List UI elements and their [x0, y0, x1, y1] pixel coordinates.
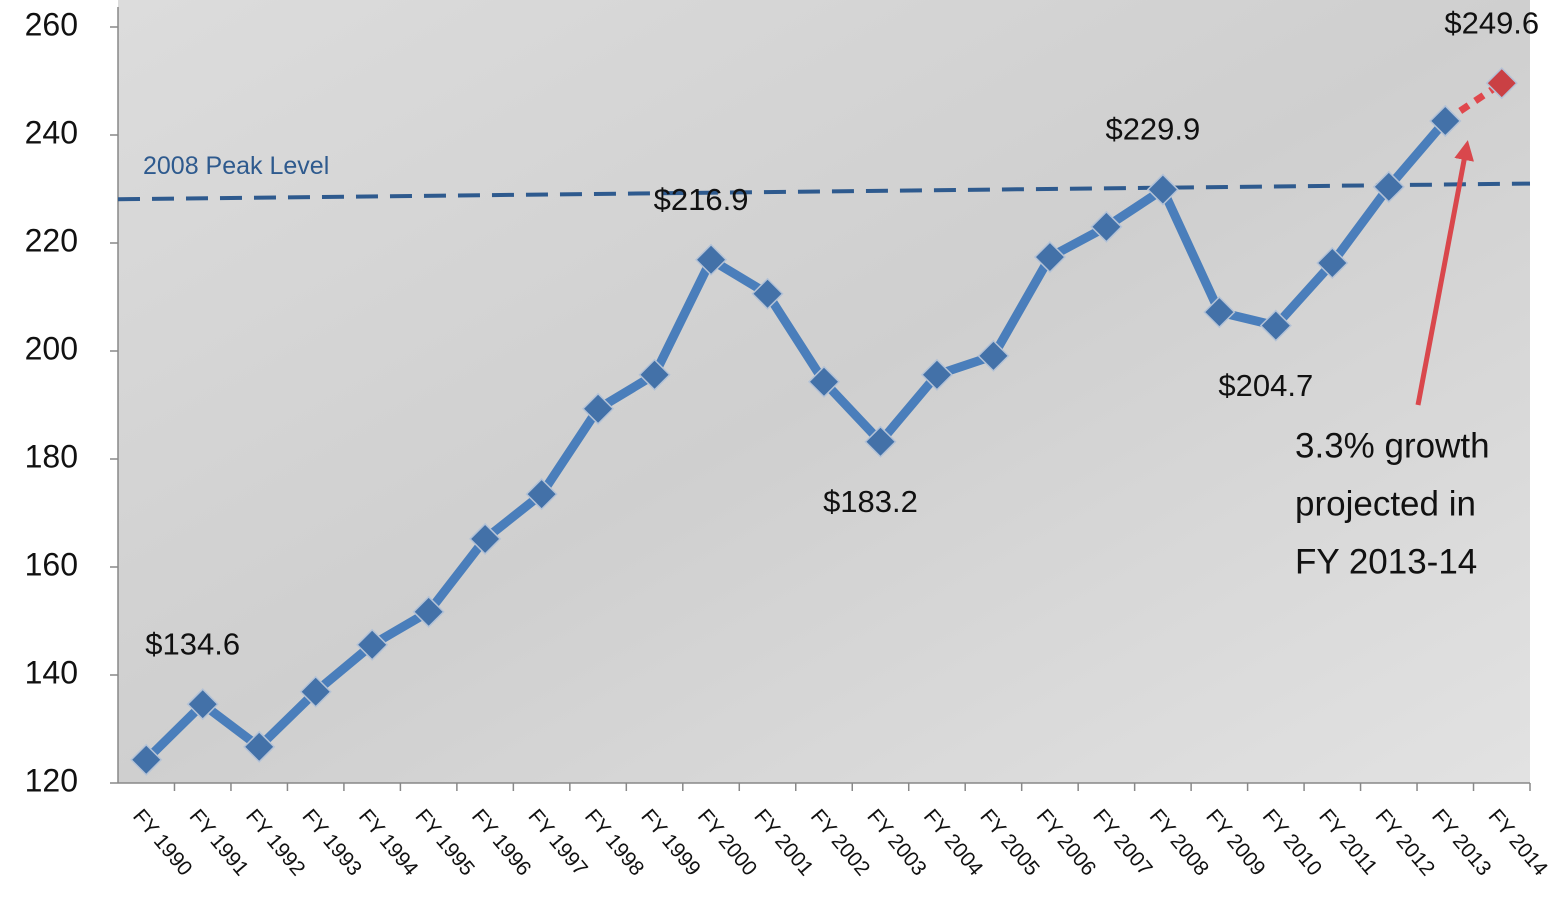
data-point — [525, 478, 558, 511]
x-tick-label: FY 2004 — [919, 805, 988, 881]
x-tick-label: FY 2006 — [1032, 805, 1100, 880]
data-point — [1033, 240, 1066, 274]
x-tick-label: FY 1991 — [185, 805, 253, 880]
x-tick-label: FY 2007 — [1088, 805, 1156, 880]
data-point — [1090, 210, 1123, 243]
x-tick-label: FY 1993 — [298, 805, 366, 880]
y-tick-label: 200 — [25, 330, 78, 366]
x-tick-label: FY 1992 — [241, 805, 309, 880]
y-tick-label: 160 — [25, 546, 78, 582]
data-point — [1372, 170, 1405, 203]
x-tick-label: FY 2002 — [806, 805, 874, 880]
data-point — [243, 730, 276, 763]
x-tick-label: FY 1999 — [636, 805, 704, 880]
value-label: $229.9 — [1105, 112, 1200, 147]
data-point — [469, 522, 502, 555]
data-point — [807, 365, 841, 398]
data-point — [920, 358, 954, 391]
value-label: $183.2 — [823, 484, 918, 519]
data-point — [751, 277, 784, 310]
annotation-arrow — [1415, 140, 1474, 406]
data-point — [412, 595, 445, 628]
x-tick-label: FY 1997 — [524, 805, 592, 880]
x-tick-label: FY 2003 — [862, 805, 930, 880]
x-tick-label: FY 2008 — [1145, 805, 1213, 880]
data-point — [1429, 104, 1462, 138]
x-tick-label: FY 2010 — [1258, 805, 1326, 880]
value-label: $216.9 — [654, 182, 749, 217]
data-point — [1485, 67, 1518, 100]
y-tick-label: 260 — [25, 6, 78, 42]
x-tick-label: FY 2012 — [1371, 805, 1439, 880]
value-label: $249.6 — [1444, 5, 1539, 40]
data-point — [130, 743, 163, 776]
x-tick-label: FY 2001 — [749, 805, 817, 880]
y-tick-label: 180 — [25, 438, 78, 474]
annotation-text: projected in — [1295, 484, 1476, 523]
x-tick-label: FY 2013 — [1427, 805, 1495, 880]
value-label: $204.7 — [1218, 368, 1313, 403]
data-point — [638, 358, 671, 391]
x-tick-label: FY 2014 — [1484, 805, 1553, 881]
data-point — [582, 392, 615, 425]
data-point — [186, 688, 219, 721]
peak-label: 2008 Peak Level — [143, 152, 329, 180]
x-tick-label: FY 1998 — [580, 805, 648, 880]
y-tick-label: 240 — [25, 114, 78, 150]
y-tick-label: 120 — [25, 762, 78, 798]
data-point — [864, 425, 897, 458]
y-tick-label: 220 — [25, 222, 78, 258]
y-tick-label: 140 — [25, 654, 78, 690]
x-tick-label: FY 2005 — [975, 805, 1043, 880]
x-tick-label: FY 1995 — [411, 805, 479, 880]
x-tick-label: FY 1990 — [128, 805, 196, 880]
x-tick-label: FY 1994 — [354, 805, 423, 881]
data-point — [1259, 309, 1292, 342]
data-point — [1146, 173, 1179, 206]
x-tick-label: FY 2000 — [693, 805, 761, 880]
x-tick-label: FY 2011 — [1314, 805, 1381, 879]
data-point — [694, 243, 728, 276]
data-point — [977, 339, 1010, 372]
data-point — [1203, 296, 1236, 329]
data-point — [1316, 246, 1349, 280]
value-label: $134.6 — [145, 626, 240, 661]
data-point — [356, 628, 389, 661]
data-point — [299, 675, 332, 708]
peak-line — [117, 181, 1531, 202]
x-tick-label: FY 1996 — [467, 805, 535, 880]
x-tick-label: FY 2009 — [1201, 805, 1269, 880]
annotation-text: FY 2013-14 — [1295, 542, 1477, 581]
annotation-text: 3.3% growth — [1295, 426, 1490, 465]
